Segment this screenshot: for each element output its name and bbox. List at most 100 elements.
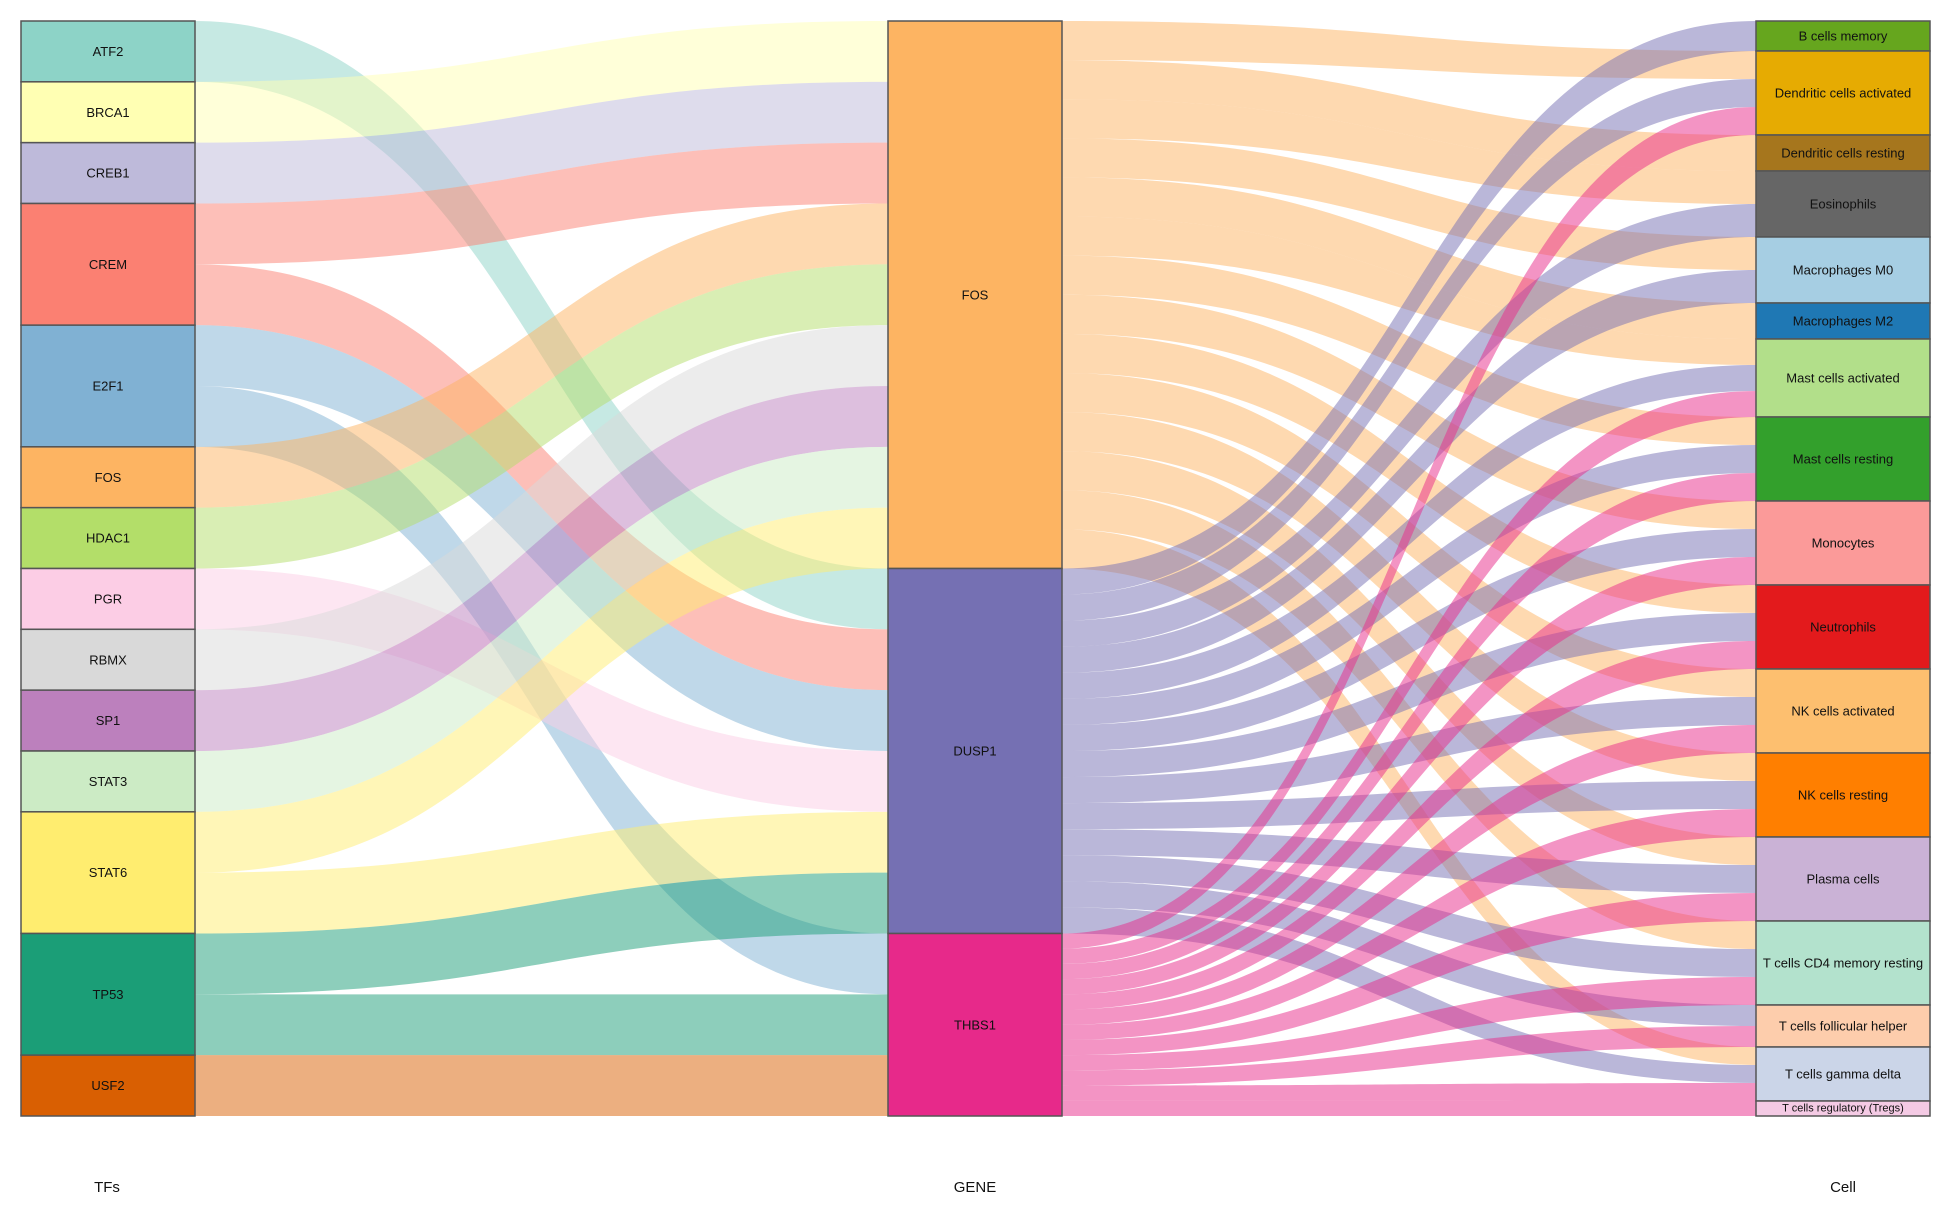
- cell-node-label: NK cells activated: [1791, 704, 1894, 719]
- tf-node-box: [20, 932, 196, 1056]
- cell-node-nk-cells-activated: NK cells activated: [1755, 668, 1931, 754]
- link-thbs1-to-t-cells-follicular-helper: [1062, 1026, 1756, 1086]
- tf-node-crem: CREM: [20, 202, 196, 326]
- tf-node-sp1: SP1: [20, 689, 196, 752]
- tf-node-brca1: BRCA1: [20, 81, 196, 144]
- cell-node-label: Eosinophils: [1810, 197, 1877, 212]
- link-dusp1-to-plasma-cells: [1062, 829, 1756, 893]
- tf-node-label: RBMX: [89, 652, 127, 667]
- cell-node-dendritic-cells-activated: Dendritic cells activated: [1755, 50, 1931, 136]
- tf-node-label: TP53: [92, 987, 123, 1002]
- tf-node-label: SP1: [96, 713, 121, 728]
- cell-node-label: Dendritic cells activated: [1775, 86, 1912, 101]
- gene-node-box: [887, 932, 1063, 1117]
- link-dusp1-to-mast-cells-resting: [1062, 445, 1756, 725]
- cell-node-t-cells-gamma-delta: T cells gamma delta: [1755, 1046, 1931, 1102]
- link-brca1-to-fos: [195, 21, 888, 143]
- tf-node-hdac1: HDAC1: [20, 506, 196, 570]
- tf-node-box: [20, 202, 196, 326]
- tf-node-fos: FOS: [20, 446, 196, 509]
- tf-node-label: PGR: [94, 591, 122, 606]
- link-thbs1-to-mast-cells-resting: [1062, 473, 1756, 980]
- link-dusp1-to-neutrophils: [1062, 613, 1756, 778]
- link-rbmx-to-fos: [195, 325, 888, 691]
- cell-node-box: [1755, 1100, 1931, 1117]
- link-dusp1-to-macrophages-m0: [1062, 270, 1756, 673]
- tf-node-box: [20, 324, 196, 448]
- gene-node-label: THBS1: [954, 1017, 996, 1032]
- cell-node-box: [1755, 752, 1931, 838]
- cell-node-box: [1755, 134, 1931, 172]
- tf-node-label: STAT3: [89, 774, 128, 789]
- cell-node-t-cells-cd4-memory-resting: T cells CD4 memory resting: [1755, 920, 1931, 1006]
- link-thbs1-to-mast-cells-activated: [1062, 391, 1756, 964]
- tf-node-e2f1: E2F1: [20, 324, 196, 448]
- link-thbs1-to-monocytes: [1062, 557, 1756, 995]
- link-thbs1-to-nk-cells-resting: [1062, 809, 1756, 1040]
- link-usf2-to-thbs1: [195, 1055, 888, 1116]
- tf-node-pgr: PGR: [20, 567, 196, 631]
- cell-node-label: Monocytes: [1812, 536, 1875, 551]
- link-fos-to-fos: [195, 203, 888, 508]
- link-fos-to-macrophages-m0: [1062, 138, 1756, 270]
- cell-node-macrophages-m2: Macrophages M2: [1755, 302, 1931, 340]
- tf-node-stat3: STAT3: [20, 750, 196, 813]
- link-thbs1-to-plasma-cells: [1062, 893, 1756, 1056]
- cell-node-box: [1755, 170, 1931, 238]
- tf-node-box: [20, 811, 196, 935]
- cell-node-monocytes: Monocytes: [1755, 500, 1931, 586]
- cell-node-label: Dendritic cells resting: [1781, 146, 1905, 161]
- link-fos-to-dendritic-cells-activated: [1062, 21, 1756, 79]
- link-stat6-to-fos: [195, 507, 888, 873]
- cell-node-label: T cells gamma delta: [1785, 1067, 1902, 1082]
- gene-node-box: [887, 567, 1063, 935]
- gene-node-thbs1: THBS1: [887, 932, 1063, 1117]
- cell-node-plasma-cells: Plasma cells: [1755, 836, 1931, 922]
- tf-node-box: [20, 446, 196, 509]
- link-dusp1-to-eosinophils: [1062, 204, 1756, 647]
- link-dusp1-to-t-cells-gamma-delta: [1062, 907, 1756, 1083]
- link-tp53-to-thbs1: [195, 994, 888, 1056]
- cell-node-box: [1755, 920, 1931, 1006]
- link-atf2-to-dusp1: [195, 21, 888, 630]
- gene-cell-links: [1062, 21, 1756, 1116]
- tf-node-box: [20, 1054, 196, 1117]
- tf-node-label: CREM: [89, 257, 127, 272]
- tf-node-tp53: TP53: [20, 932, 196, 1056]
- link-creb1-to-fos: [195, 81, 888, 204]
- link-dusp1-to-nk-cells-activated: [1062, 697, 1756, 804]
- tf-node-label: HDAC1: [86, 531, 130, 546]
- cell-node-label: Mast cells activated: [1786, 371, 1899, 386]
- link-dusp1-to-dendritic-cells-activated: [1062, 79, 1756, 621]
- cell-node-mast-cells-resting: Mast cells resting: [1755, 416, 1931, 502]
- cell-node-label: Mast cells resting: [1793, 452, 1893, 467]
- cell-node-dendritic-cells-resting: Dendritic cells resting: [1755, 134, 1931, 172]
- tf-node-box: [20, 141, 196, 205]
- cell-node-label: NK cells resting: [1798, 788, 1888, 803]
- cell-node-mast-cells-activated: Mast cells activated: [1755, 338, 1931, 418]
- cell-node-nk-cells-resting: NK cells resting: [1755, 752, 1931, 838]
- axis-label-tfs: TFs: [94, 1179, 120, 1196]
- cell-node-label: Macrophages M2: [1793, 314, 1893, 329]
- tf-node-box: [20, 750, 196, 813]
- cell-node-box: [1755, 416, 1931, 502]
- tf-node-box: [20, 567, 196, 631]
- cell-node-box: [1755, 302, 1931, 340]
- cell-node-box: [1755, 836, 1931, 922]
- link-dusp1-to-monocytes: [1062, 529, 1756, 751]
- tf-node-stat6: STAT6: [20, 811, 196, 935]
- tf-node-box: [20, 628, 196, 691]
- tf-node-label: ATF2: [93, 44, 124, 59]
- cell-node-label: T cells regulatory (Tregs): [1782, 1103, 1904, 1115]
- link-fos-to-macrophages-m2: [1062, 177, 1756, 339]
- tf-node-creb1: CREB1: [20, 141, 196, 205]
- tf-node-atf2: ATF2: [20, 20, 196, 83]
- cell-node-macrophages-m0: Macrophages M0: [1755, 236, 1931, 304]
- tf-node-box: [20, 506, 196, 570]
- tf-gene-links: [195, 21, 888, 1116]
- cell-node-t-cells-regulatory-tregs: T cells regulatory (Tregs): [1755, 1100, 1931, 1117]
- link-thbs1-to-dendritic-cells-activated: [1062, 107, 1756, 949]
- tf-node-rbmx: RBMX: [20, 628, 196, 691]
- tf-node-label: USF2: [91, 1078, 124, 1093]
